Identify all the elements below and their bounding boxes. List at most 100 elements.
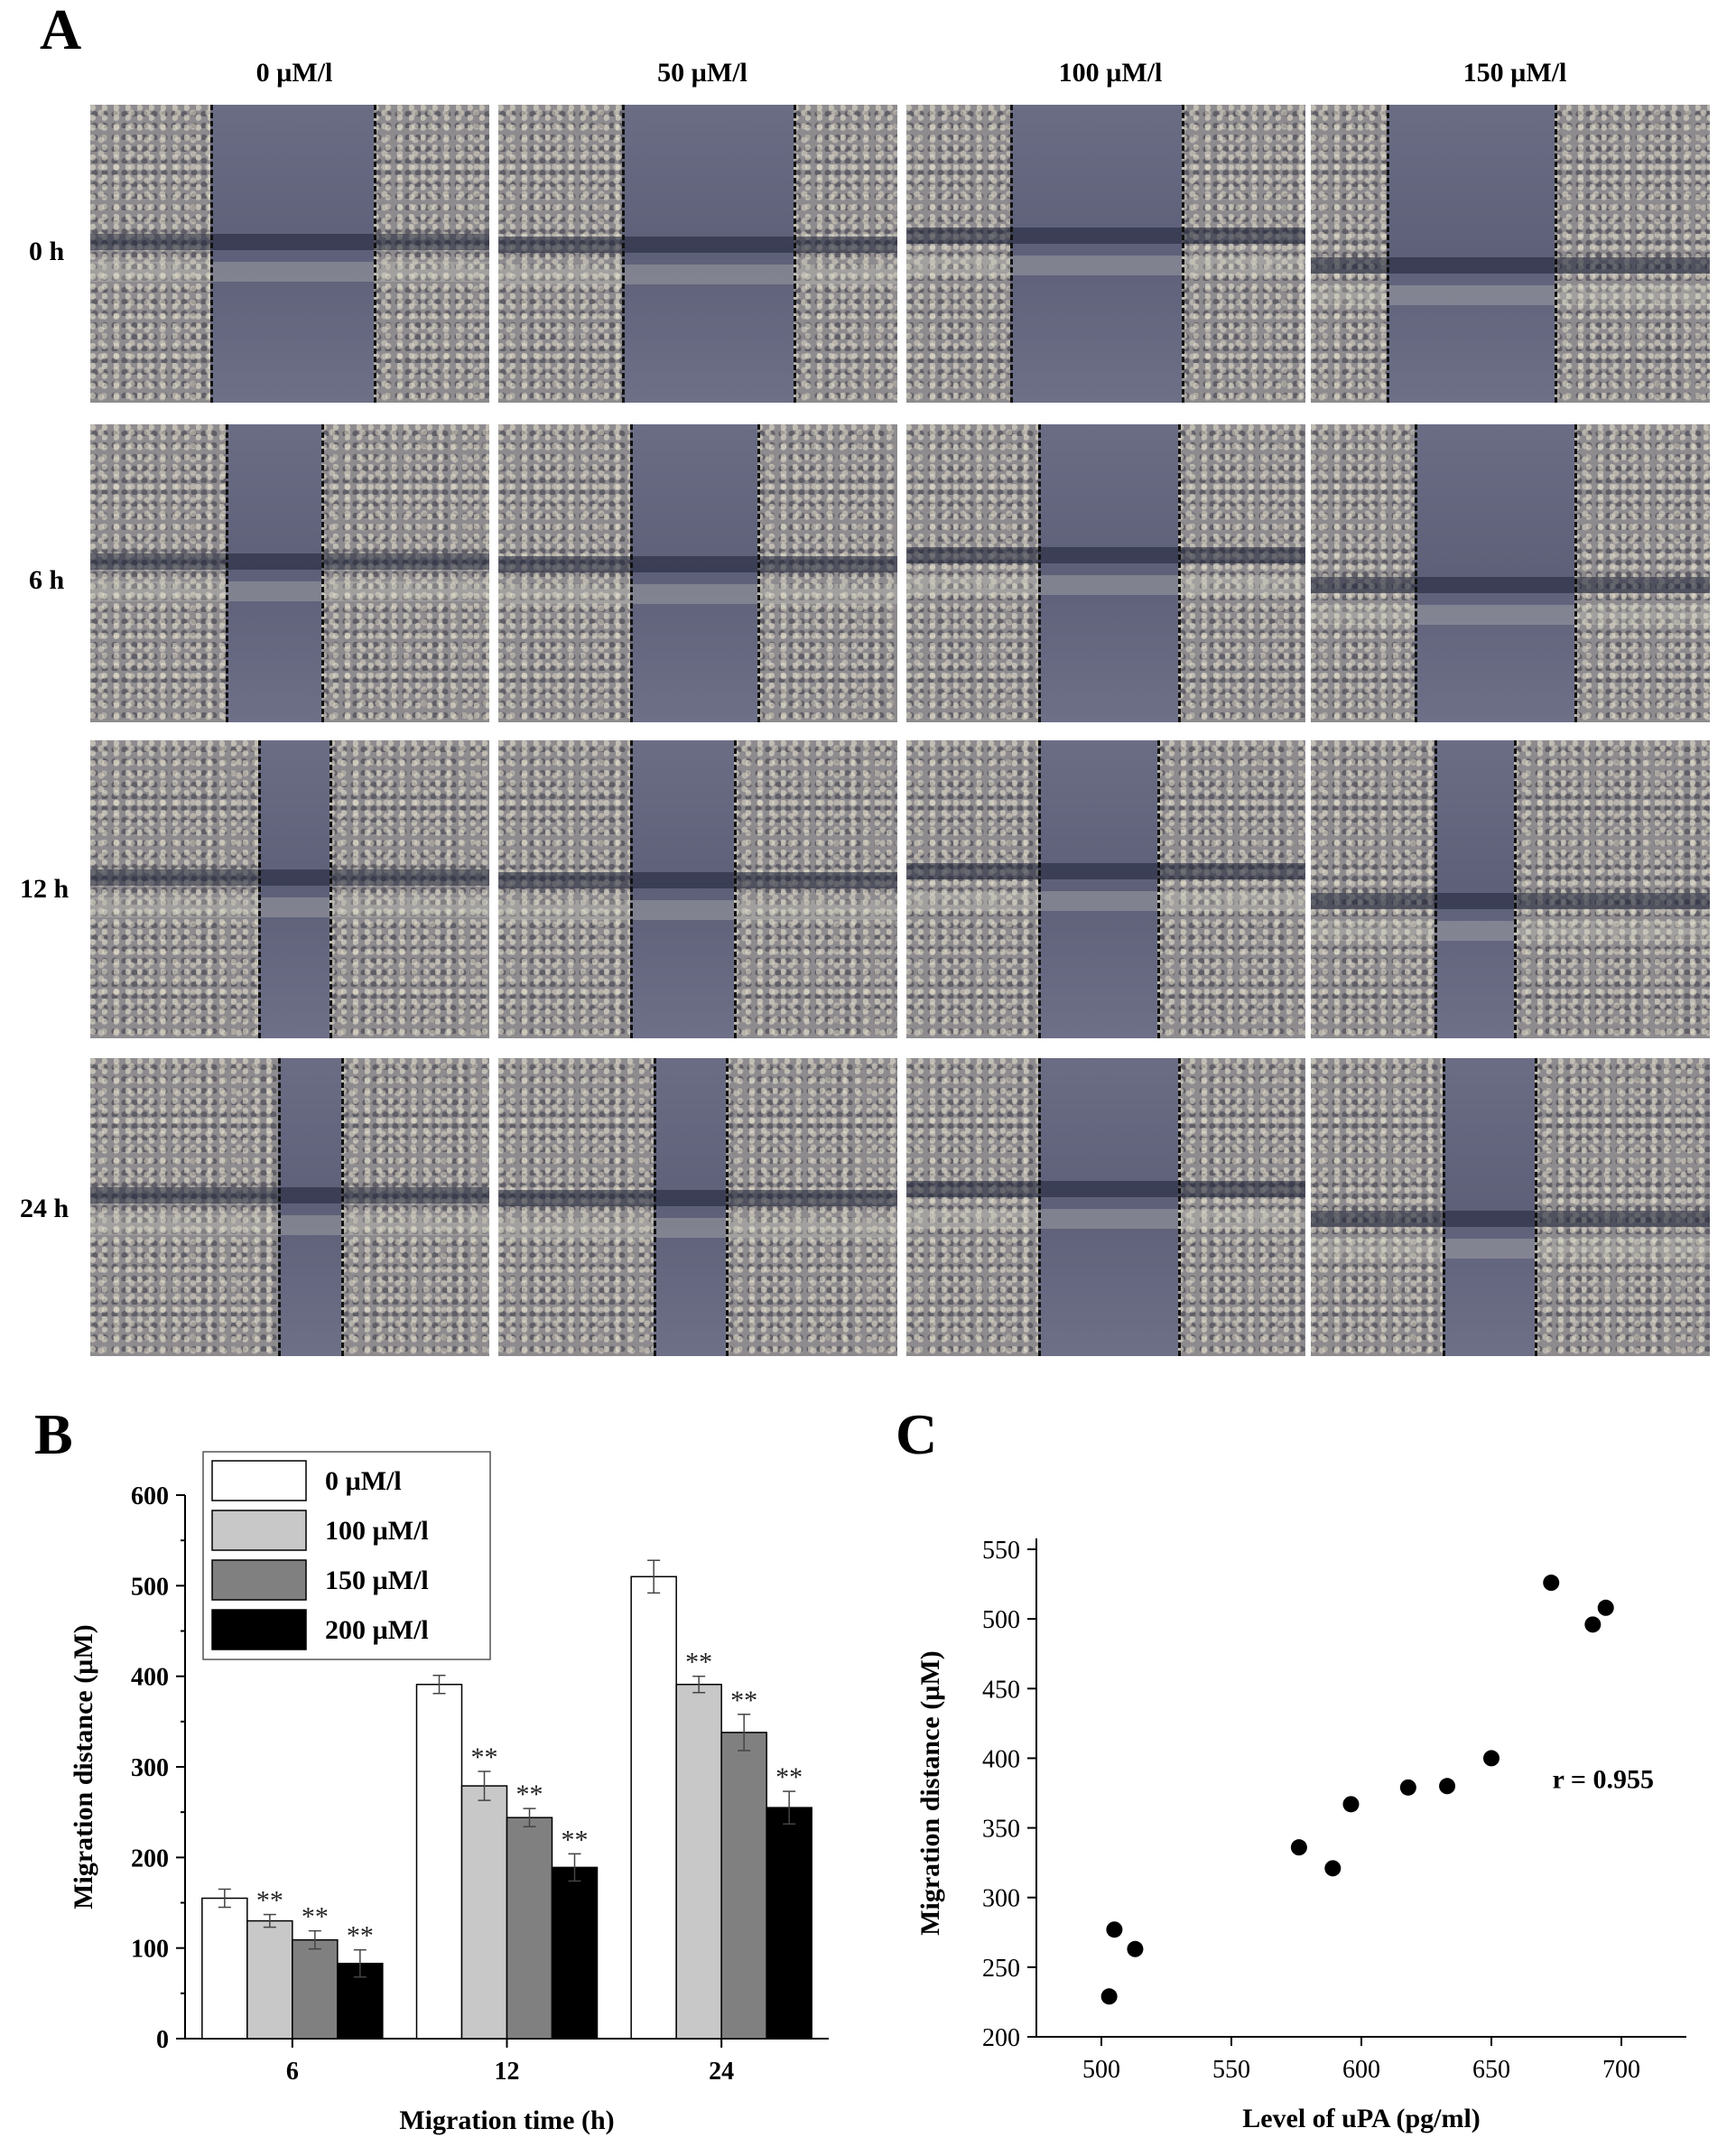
bar [720, 1732, 767, 2040]
legend-label: 100 µM/l [325, 1516, 429, 1546]
micrograph-r3-c0 [90, 1058, 489, 1356]
micrograph-r2-c2 [906, 740, 1305, 1038]
y-tick-label: 400 [982, 1745, 1020, 1773]
bar [551, 1866, 599, 2040]
x-tick-label: 500 [1082, 2056, 1120, 2084]
row-label-24h: 24 h [20, 1194, 70, 1223]
x-axis-label: Migration time (h) [399, 2105, 614, 2135]
wound-edge-line [622, 105, 626, 403]
wound-edge-line [1435, 740, 1438, 1038]
micrograph-r1-c2 [906, 424, 1305, 722]
y-axis-label: Migration distance (µM) [69, 1624, 98, 1910]
y-axis-label: Migration distance (µM) [915, 1650, 945, 1936]
significance-marker: ** [302, 1902, 329, 1932]
y-tick-label: 450 [982, 1676, 1020, 1704]
wound-edge-line [1177, 424, 1181, 722]
y-tick-label: 350 [982, 1816, 1020, 1844]
bar [675, 1683, 722, 2040]
significance-marker: ** [775, 1762, 803, 1792]
legend-swatch [211, 1510, 307, 1551]
y-tick-label: 100 [131, 1936, 169, 1964]
bar [201, 1897, 248, 2040]
significance-marker: ** [730, 1686, 757, 1715]
column-label-50: 50 µM/l [657, 58, 747, 88]
micrograph-r3-c2 [906, 1058, 1305, 1356]
y-tick-label: 550 [982, 1537, 1020, 1565]
wound-edge-line [330, 740, 333, 1038]
legend-label: 150 µM/l [325, 1566, 429, 1595]
micrograph-r2-c3 [1311, 740, 1710, 1038]
wound-edge-line [341, 1058, 345, 1356]
row-label-6h: 6 h [29, 565, 65, 595]
wound-edge-line [1442, 1058, 1445, 1356]
x-tick-label: 650 [1472, 2056, 1510, 2084]
scatter-chart: 200 250 300 350 400 450 500 550 500 550 600 650 700 r… [915, 1537, 1686, 2133]
scatter-point [1290, 1839, 1307, 1856]
scatter-point [1543, 1575, 1560, 1592]
y-tick-label: 500 [982, 1606, 1020, 1634]
bar [246, 1919, 293, 2040]
wound-edge-line [725, 1058, 729, 1356]
panel-a-letter: A [40, 0, 82, 61]
micrograph-r0-c2 [906, 105, 1305, 403]
x-tick-label: 12 [495, 2058, 520, 2086]
scatter-point [1106, 1921, 1123, 1938]
bar [415, 1683, 463, 2040]
bar [460, 1785, 508, 2040]
micrograph-r0-c0 [90, 105, 489, 403]
x-axis-label: Level of uPA (pg/ml) [1242, 2104, 1481, 2133]
scatter-point [1324, 1860, 1342, 1877]
wound-edge-line [1414, 424, 1417, 722]
wound-edge-line [629, 740, 633, 1038]
wound-edge-line [629, 424, 633, 722]
micrograph-r1-c0 [90, 424, 489, 722]
wound-edge-line [1157, 740, 1161, 1038]
column-label-100: 100 µM/l [1058, 58, 1163, 88]
micrograph-r2-c0 [90, 740, 489, 1038]
wound-edge-line [1554, 105, 1557, 403]
significance-marker: ** [562, 1825, 589, 1854]
y-tick-label: 200 [982, 2024, 1020, 2052]
wound-edge-line [794, 105, 797, 403]
significance-marker: ** [516, 1780, 543, 1809]
bar [506, 1817, 553, 2040]
y-tick-label: 400 [131, 1664, 169, 1692]
significance-marker: ** [685, 1648, 712, 1677]
micrograph-r1-c3 [1311, 424, 1710, 722]
wound-edge-line [277, 1058, 281, 1356]
bar [630, 1575, 677, 2040]
micrograph-r0-c1 [498, 105, 897, 403]
scatter-point [1483, 1750, 1500, 1767]
y-tick-label: 0 [156, 2026, 169, 2054]
x-tick-label: 24 [709, 2058, 734, 2086]
column-label-0: 0 µM/l [255, 58, 333, 88]
panel-c-letter: C [896, 1402, 938, 1466]
scatter-point [1127, 1940, 1144, 1957]
column-label-150: 150 µM/l [1462, 58, 1567, 88]
wound-edge-line [757, 424, 761, 722]
y-tick-label: 500 [131, 1573, 169, 1601]
wound-edge-line [733, 740, 737, 1038]
x-tick-label: 700 [1602, 2056, 1640, 2084]
scatter-point [1439, 1778, 1456, 1795]
wound-edge-line [1574, 424, 1577, 722]
wound-edge-line [1177, 1058, 1181, 1356]
y-tick-label: 200 [131, 1845, 169, 1873]
legend-swatch [211, 1460, 307, 1501]
scatter-point [1399, 1779, 1416, 1796]
bar [766, 1807, 812, 2040]
significance-marker: ** [256, 1886, 283, 1916]
wound-edge-line [1037, 1058, 1041, 1356]
y-tick-label: 600 [131, 1482, 169, 1510]
bar-chart: 0 100 200 300 400 500 600 6 ** ** ** 12 ** ** ** 24 ** **… [69, 1451, 829, 2135]
micrograph-r1-c1 [498, 424, 897, 722]
y-tick-label: 300 [982, 1885, 1020, 1913]
significance-marker: ** [347, 1921, 374, 1951]
wound-edge-line [1037, 424, 1041, 722]
significance-marker: ** [471, 1742, 498, 1772]
wound-edge-line [1181, 105, 1184, 403]
legend-swatch [211, 1559, 307, 1601]
wound-edge-line [226, 424, 229, 722]
y-tick-label: 250 [982, 1955, 1020, 1983]
wound-edge-line [1009, 105, 1013, 403]
